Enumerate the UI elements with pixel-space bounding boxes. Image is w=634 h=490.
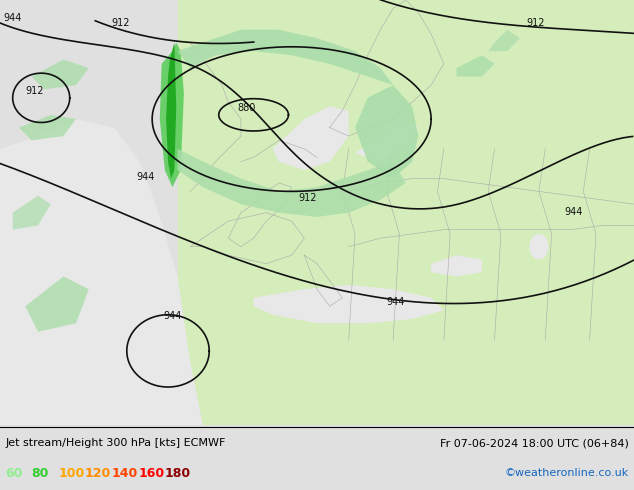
Polygon shape bbox=[32, 60, 89, 89]
Text: Fr 07-06-2024 18:00 UTC (06+84): Fr 07-06-2024 18:00 UTC (06+84) bbox=[440, 439, 629, 448]
Text: 912: 912 bbox=[111, 18, 129, 28]
Polygon shape bbox=[166, 43, 176, 179]
Bar bbox=[349, 0, 634, 170]
Text: 100: 100 bbox=[58, 466, 84, 480]
Text: 944: 944 bbox=[136, 172, 155, 182]
Polygon shape bbox=[355, 85, 418, 179]
Text: 912: 912 bbox=[526, 18, 545, 27]
Polygon shape bbox=[190, 0, 634, 425]
Polygon shape bbox=[254, 285, 444, 323]
Polygon shape bbox=[0, 119, 203, 425]
Text: 880: 880 bbox=[238, 103, 256, 113]
Text: 912: 912 bbox=[298, 193, 316, 203]
Text: 80: 80 bbox=[32, 466, 49, 480]
Polygon shape bbox=[25, 276, 89, 332]
Ellipse shape bbox=[529, 234, 548, 259]
Text: Jet stream/Height 300 hPa [kts] ECMWF: Jet stream/Height 300 hPa [kts] ECMWF bbox=[5, 439, 226, 448]
Polygon shape bbox=[456, 55, 495, 76]
Text: 60: 60 bbox=[5, 466, 22, 480]
Text: 160: 160 bbox=[138, 466, 164, 480]
Polygon shape bbox=[178, 149, 406, 217]
Text: 912: 912 bbox=[25, 86, 44, 97]
Text: 180: 180 bbox=[165, 466, 191, 480]
Polygon shape bbox=[273, 106, 349, 170]
Text: 944: 944 bbox=[564, 207, 583, 217]
Polygon shape bbox=[431, 255, 482, 276]
Ellipse shape bbox=[171, 76, 209, 94]
Polygon shape bbox=[19, 115, 76, 140]
Polygon shape bbox=[488, 30, 520, 51]
Polygon shape bbox=[228, 94, 279, 162]
Polygon shape bbox=[178, 30, 393, 85]
Polygon shape bbox=[160, 43, 184, 187]
Bar bbox=[178, 0, 634, 425]
Text: 120: 120 bbox=[85, 466, 111, 480]
Text: 944: 944 bbox=[164, 311, 182, 321]
Text: 944: 944 bbox=[3, 13, 22, 23]
Text: 944: 944 bbox=[387, 297, 405, 307]
Polygon shape bbox=[330, 0, 456, 111]
Polygon shape bbox=[355, 119, 418, 162]
Polygon shape bbox=[13, 196, 51, 230]
Text: 140: 140 bbox=[112, 466, 138, 480]
Text: ©weatheronline.co.uk: ©weatheronline.co.uk bbox=[505, 468, 629, 478]
